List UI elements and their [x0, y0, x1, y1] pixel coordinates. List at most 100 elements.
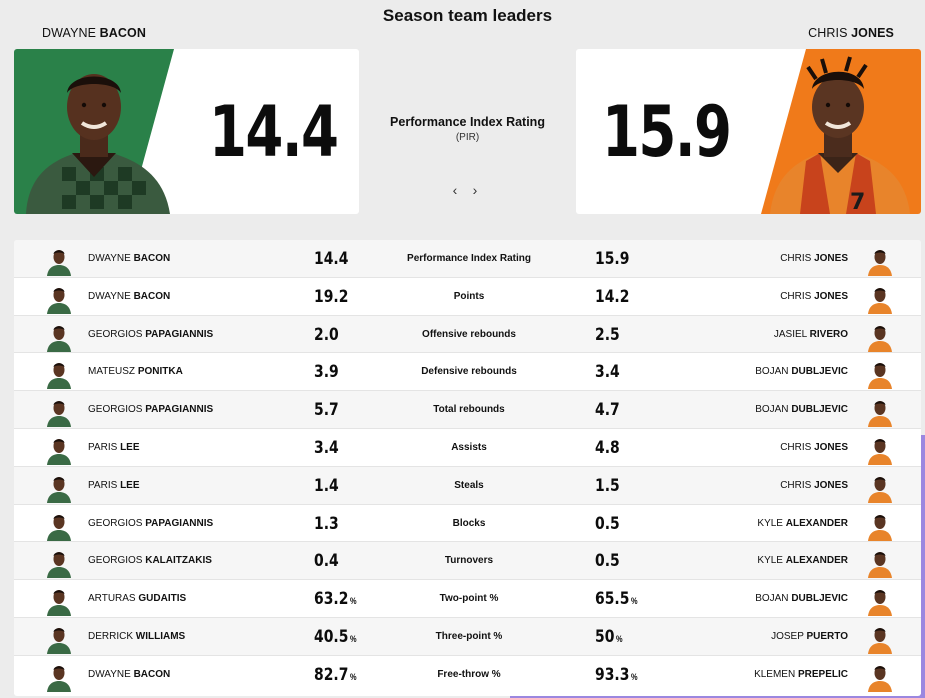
away-player-name[interactable]: CHRIS JONES: [780, 291, 848, 302]
table-row[interactable]: DWAYNE BACON 14.4 Performance Index Rating…: [14, 240, 921, 278]
away-player-name[interactable]: BOJAN DUBLJEVIC: [755, 593, 848, 604]
avatar: [865, 284, 895, 314]
value-number: 1.4: [314, 475, 339, 496]
avatar: [865, 246, 895, 276]
last-name: JONES: [814, 479, 848, 491]
last-name: PAPAGIANNIS: [145, 517, 214, 529]
percent-sign: %: [350, 633, 357, 644]
decorative-accent: [920, 435, 925, 698]
stat-label: Blocks: [452, 517, 486, 529]
value-number: 3.4: [595, 362, 620, 383]
first-name: BOJAN: [755, 366, 789, 378]
table-row[interactable]: ARTURAS GUDAITIS 63.2% Two-point % 65.5% BOJ…: [14, 580, 921, 618]
away-player-name[interactable]: CHRIS JONES: [780, 442, 848, 453]
value-number: 40.5: [314, 626, 349, 647]
first-name: JASIEL: [773, 328, 807, 340]
home-stat-value: 3.4: [314, 438, 339, 458]
table-row[interactable]: GEORGIOS PAPAGIANNIS 2.0 Offensive rebound…: [14, 315, 921, 354]
away-player-name[interactable]: KYLE ALEXANDER: [757, 555, 848, 566]
table-row[interactable]: PARIS LEE 1.4 Steals 1.5 CHRIS JONES: [14, 466, 921, 505]
first-name: PARIS: [88, 479, 118, 491]
home-player-name[interactable]: DWAYNE BACON: [88, 291, 170, 302]
table-row[interactable]: DERRICK WILLIAMS 40.5% Three-point % 50% JOS…: [14, 617, 921, 656]
home-player-name[interactable]: MATEUSZ PONITKA: [88, 366, 183, 377]
avatar: [44, 548, 74, 579]
stat-label: Three-point %: [435, 630, 503, 642]
away-player-name[interactable]: CHRIS JONES: [780, 480, 848, 491]
home-stat-value: 0.4: [314, 551, 339, 571]
hero-right-player-name[interactable]: CHRIS JONES: [808, 26, 894, 40]
last-name: WILLIAMS: [135, 630, 186, 642]
chevron-left-icon[interactable]: ‹: [452, 182, 458, 198]
first-name: KYLE: [757, 517, 783, 529]
first-name: DWAYNE: [88, 668, 131, 680]
home-player-name[interactable]: GEORGIOS KALAITZAKIS: [88, 555, 212, 566]
hero-left-player-name[interactable]: DWAYNE BACON: [42, 26, 146, 40]
home-player-name[interactable]: PARIS LEE: [88, 442, 140, 453]
avatar: [865, 548, 895, 579]
percent-sign: %: [350, 596, 357, 607]
table-row[interactable]: GEORGIOS KALAITZAKIS 0.4 Turnovers 0.5 KYLE …: [14, 542, 921, 581]
chevron-right-icon[interactable]: ›: [472, 182, 478, 198]
last-name: GUDAITIS: [138, 593, 187, 605]
table-row[interactable]: PARIS LEE 3.4 Assists 4.8 CHRIS JONES: [14, 428, 921, 467]
home-player-name[interactable]: GEORGIOS PAPAGIANNIS: [88, 518, 213, 529]
last-name: LEE: [120, 441, 140, 453]
avatar: [44, 473, 74, 503]
first-name: CHRIS: [780, 441, 812, 453]
away-player-name[interactable]: JOSEP PUERTO: [771, 631, 848, 642]
first-name: JOSEP: [771, 630, 804, 642]
value-number: 3.4: [314, 437, 339, 458]
away-player-name[interactable]: CHRIS JONES: [780, 253, 848, 264]
hero-card-away[interactable]: 15.9 7: [576, 49, 921, 214]
avatar: [865, 322, 895, 352]
away-player-name[interactable]: BOJAN DUBLJEVIC: [755, 366, 848, 377]
home-player-name[interactable]: DERRICK WILLIAMS: [88, 631, 185, 642]
table-row[interactable]: MATEUSZ PONITKA 3.9 Defensive rebounds 3.4 B…: [14, 353, 921, 392]
value-number: 65.5: [595, 589, 630, 610]
home-player-name[interactable]: ARTURAS GUDAITIS: [88, 593, 186, 604]
avatar: [44, 624, 74, 654]
home-stat-value: 3.9: [314, 362, 339, 382]
last-name: PAPAGIANNIS: [145, 328, 214, 340]
away-player-name[interactable]: KLEMEN PREPELIC: [754, 669, 848, 680]
home-stat-value: 2.0: [314, 325, 339, 345]
avatar: [865, 359, 895, 390]
last-name: DUBLJEVIC: [791, 366, 848, 378]
table-row[interactable]: DWAYNE BACON 82.7% Free-throw % 93.3% KLEMEN…: [14, 655, 921, 694]
first-name: DWAYNE: [88, 253, 131, 264]
percent-sign: %: [350, 671, 357, 682]
avatar: [44, 435, 74, 465]
table-row[interactable]: GEORGIOS PAPAGIANNIS 5.7 Total rebounds 4.7…: [14, 391, 921, 429]
value-number: 63.2: [314, 589, 349, 610]
first-name: MATEUSZ: [88, 366, 136, 378]
first-name: CHRIS: [780, 253, 812, 264]
last-name: JONES: [814, 290, 848, 302]
home-player-name[interactable]: GEORGIOS PAPAGIANNIS: [88, 404, 213, 415]
table-row[interactable]: GEORGIOS PAPAGIANNIS 1.3 Blocks 0.5 KYLE ALE…: [14, 504, 921, 543]
home-player-name[interactable]: DWAYNE BACON: [88, 253, 170, 264]
stat-label: Performance Index Rating: [407, 253, 531, 264]
first-name: GEORGIOS: [88, 555, 143, 567]
last-name: LEE: [120, 479, 140, 491]
away-player-name[interactable]: KYLE ALEXANDER: [757, 518, 848, 529]
first-name: ARTURAS: [88, 593, 136, 605]
away-player-name[interactable]: BOJAN DUBLJEVIC: [755, 404, 848, 415]
stat-label: Total rebounds: [433, 404, 505, 416]
first-name: KYLE: [757, 555, 783, 567]
table-row[interactable]: DWAYNE BACON 19.2 Points 14.2 CHRIS JONES: [14, 277, 921, 316]
home-player-name[interactable]: DWAYNE BACON: [88, 669, 170, 680]
first-name: PARIS: [88, 441, 118, 453]
hero-card-home[interactable]: 14.4: [14, 49, 359, 214]
away-player-name[interactable]: JASIEL RIVERO: [774, 329, 848, 340]
last-name: JONES: [851, 26, 894, 40]
last-name: DUBLJEVIC: [791, 404, 848, 416]
home-stat-value: 40.5%: [314, 627, 357, 649]
away-stat-value: 0.5: [595, 514, 620, 534]
hero-stat-abbr: (PIR): [455, 132, 480, 143]
last-name: RIVERO: [809, 328, 848, 340]
home-player-name[interactable]: PARIS LEE: [88, 480, 140, 491]
home-player-name[interactable]: GEORGIOS PAPAGIANNIS: [88, 329, 213, 340]
hero-left-value: 14.4: [209, 91, 339, 173]
svg-text:7: 7: [850, 190, 865, 214]
